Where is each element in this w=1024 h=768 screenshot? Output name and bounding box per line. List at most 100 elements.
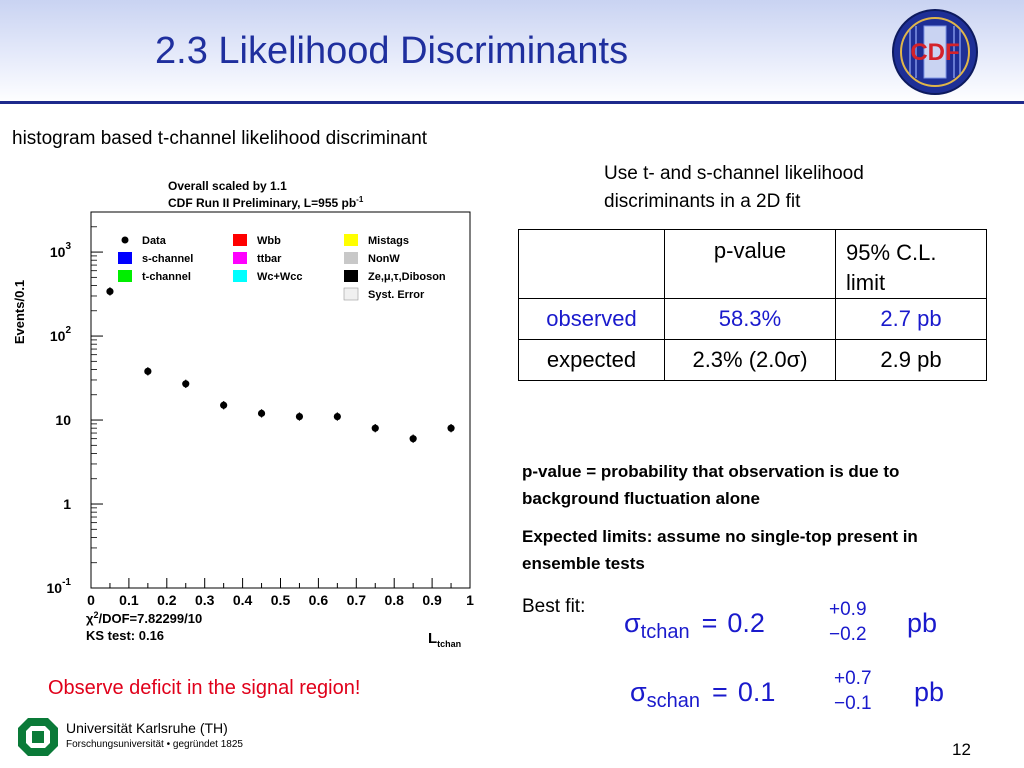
legend-label: Mistags xyxy=(368,235,409,247)
tchan-subscript: tchan xyxy=(641,621,690,642)
data-point xyxy=(144,367,152,375)
data-point xyxy=(257,409,266,417)
equals-sign: = xyxy=(702,608,718,638)
data-point xyxy=(295,412,304,421)
table-header-limit: 95% C.L. limit xyxy=(835,229,987,299)
sigma-symbol: σ xyxy=(624,608,641,638)
y-tick-label: 10-1 xyxy=(47,577,72,596)
legend-label: t-channel xyxy=(142,271,191,283)
legend-swatch xyxy=(344,270,358,282)
tchan-unit: pb xyxy=(907,608,937,638)
sigma-symbol: σ xyxy=(630,677,647,707)
legend-swatch-syst xyxy=(343,287,359,301)
y-tick-base: 10 xyxy=(50,328,66,344)
note-expected-limits: Expected limits: assume no single-top pr… xyxy=(522,527,918,573)
x-axis-label: Ltchan xyxy=(428,630,461,649)
x-tick-label: 0.9 xyxy=(422,592,442,608)
results-table: p-value 95% C.L. limit observed 58.3% 2.… xyxy=(518,229,987,381)
tchan-value: 0.2 xyxy=(727,608,765,638)
chart-title-line-2-text: CDF Run II Preliminary, L=955 pb xyxy=(168,196,356,210)
data-point xyxy=(220,401,228,409)
legend-swatch xyxy=(233,234,247,246)
x-tick-label: 0.4 xyxy=(233,592,253,608)
observed-limit: 2.7 pb xyxy=(835,298,987,340)
svg-text:σschan=0.1: σschan = 0.1 xyxy=(630,677,775,711)
y-tick-base: 10 xyxy=(47,580,63,596)
y-tick-label: 103 xyxy=(50,241,72,260)
sigma-tchan-formula: σtchan = 0.2 +0.9 −0.2 pb xyxy=(624,599,937,642)
table-header-pvalue: p-value xyxy=(664,229,836,299)
x-axis-label-main: L xyxy=(428,630,437,647)
sigma-schan-formula: σschan = 0.1 +0.7 −0.1 pb xyxy=(630,668,944,711)
title-bar xyxy=(0,0,1024,104)
x-tick-label: 0.2 xyxy=(157,592,177,608)
svg-text:σtchan=0.2: σtchan = 0.2 xyxy=(624,608,765,642)
row-label-expected: expected xyxy=(518,339,665,381)
y-tick-exponent: 3 xyxy=(65,241,71,252)
chart-title-line-2: CDF Run II Preliminary, L=955 pb-1 xyxy=(168,195,364,210)
schan-lower-error: −0.1 xyxy=(834,693,872,711)
plot-area xyxy=(91,212,470,588)
tchan-upper-error: +0.9 xyxy=(829,599,867,620)
expected-limit: 2.9 pb xyxy=(835,339,987,381)
legend-swatch xyxy=(233,270,247,282)
legend-label: Data xyxy=(142,235,167,247)
schan-value: 0.1 xyxy=(738,677,776,707)
slide-title: 2.3 Likelihood Discriminants xyxy=(155,30,629,72)
chart-caption: histogram based t-channel likelihood dis… xyxy=(12,128,428,149)
y-tick-exponent: -1 xyxy=(62,577,71,588)
legend-label: Ze,μ,τ,Diboson xyxy=(368,271,446,283)
data-points xyxy=(106,287,455,443)
fit-description-line-1: Use t- and s-channel likelihood xyxy=(604,163,864,184)
y-tick-base: 10 xyxy=(55,412,71,428)
legend-swatch xyxy=(118,252,132,264)
data-point xyxy=(409,435,417,443)
tchan-lower-error: −0.2 xyxy=(829,624,867,642)
university-tagline: Forschungsuniversität • gegründet 1825 xyxy=(66,739,243,750)
chart-title-line-1: Overall scaled by 1.1 xyxy=(168,179,287,193)
y-tick-exponent: 2 xyxy=(65,325,71,336)
table-row: expected 2.3% (2.0σ) 2.9 pb xyxy=(518,339,987,381)
legend-label: NonW xyxy=(368,253,400,265)
legend-label: Syst. Error xyxy=(368,289,425,301)
x-tick-label: 0.1 xyxy=(119,592,139,608)
legend-label: Wbb xyxy=(257,235,281,247)
data-point xyxy=(333,412,341,421)
legend-swatch xyxy=(344,252,358,264)
row-label-observed: observed xyxy=(518,298,665,340)
lumi-superscript: -1 xyxy=(356,195,364,204)
legend-marker-data xyxy=(121,236,129,244)
y-tick-label: 10 xyxy=(55,412,71,428)
university-name: Universität Karlsruhe (TH) xyxy=(66,720,228,736)
fit-description-line-2: discriminants in a 2D fit xyxy=(604,191,801,212)
chart-legend: Data s-channel t-channel Wbb ttbar Wc+Wcc Mist… xyxy=(118,234,446,301)
legend-label: ttbar xyxy=(257,253,282,265)
cdf-logo: CDF xyxy=(892,9,978,95)
chi-exponent: 2 xyxy=(93,610,98,620)
legend-label: Wc+Wcc xyxy=(257,271,303,283)
likelihood-histogram: 0 0.1 0.2 0.3 0.4 0.5 0.6 0.7 0.8 0.9 110-11101021… xyxy=(12,179,474,649)
data-point xyxy=(182,380,190,388)
x-tick-label: 1 xyxy=(466,592,474,608)
cdf-logo-text: CDF xyxy=(910,39,959,66)
ks-annotation: KS test: 0.16 xyxy=(86,628,164,643)
chi2-value: /DOF=7.82299/10 xyxy=(99,611,203,626)
page-number: 12 xyxy=(952,740,971,759)
kit-logo-icon xyxy=(18,718,58,756)
x-tick-label: 0 xyxy=(87,592,95,608)
y-tick-base: 10 xyxy=(50,244,66,260)
expected-pvalue: 2.3% (2.0σ) xyxy=(664,339,836,381)
y-axis-label: Events/0.1 xyxy=(12,280,27,344)
data-point xyxy=(447,424,455,432)
data-point xyxy=(106,287,114,296)
legend-swatch xyxy=(118,270,132,282)
deficit-note: Observe deficit in the signal region! xyxy=(48,677,361,699)
legend-swatch xyxy=(344,234,358,246)
axis-ticks: 0 0.1 0.2 0.3 0.4 0.5 0.6 0.7 0.8 0.9 110-11101021… xyxy=(47,226,474,608)
equals-sign: = xyxy=(712,677,728,707)
x-tick-label: 0.8 xyxy=(384,592,404,608)
x-tick-label: 0.6 xyxy=(309,592,329,608)
schan-unit: pb xyxy=(914,677,944,707)
schan-upper-error: +0.7 xyxy=(834,668,872,689)
x-tick-label: 0.7 xyxy=(347,592,367,608)
